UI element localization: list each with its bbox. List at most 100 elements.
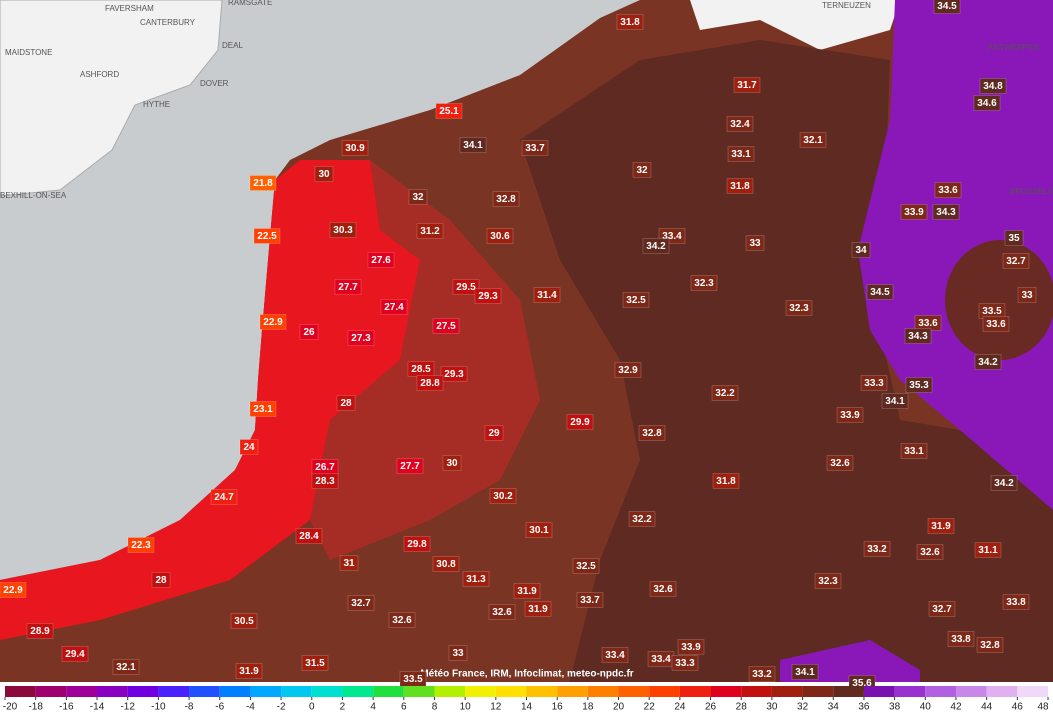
station-box — [347, 330, 375, 346]
station-box — [151, 572, 171, 588]
station-value: 31.2 — [420, 226, 440, 237]
station-value: 32.6 — [492, 607, 512, 618]
place-label: RAMSGATE — [228, 0, 272, 7]
station-box — [380, 299, 408, 315]
legend-segment — [771, 686, 803, 697]
legend-segment — [495, 686, 527, 697]
legend-segment — [281, 686, 312, 697]
station-box — [339, 555, 359, 571]
station-box — [712, 473, 740, 489]
place-label: FAVERSHAM — [105, 4, 154, 13]
station-box — [616, 14, 644, 30]
station-value: 32.4 — [730, 119, 750, 130]
legend-tick-label: 0 — [309, 702, 315, 713]
station-box — [726, 116, 754, 132]
legend-segment — [342, 686, 374, 697]
station-value: 26.7 — [315, 462, 335, 473]
legend-segment — [1017, 686, 1048, 697]
station-value: 32.3 — [789, 303, 809, 314]
station-value: 33.4 — [651, 654, 671, 665]
station-value: 32.5 — [576, 561, 596, 572]
station-value: 34 — [855, 245, 867, 256]
station-value: 29.8 — [407, 539, 427, 550]
station-box — [974, 354, 1002, 370]
station-box — [934, 182, 962, 198]
station-box — [230, 613, 258, 629]
station-value: 29.5 — [456, 282, 476, 293]
legend-segment — [465, 686, 496, 697]
station-value: 21.8 — [253, 178, 273, 189]
station-box — [677, 639, 705, 655]
station-box — [601, 647, 629, 663]
station-value: 28.3 — [315, 476, 335, 487]
station-value: 34.8 — [983, 81, 1003, 92]
station-value: 22.9 — [3, 585, 23, 596]
station-value: 33.2 — [752, 669, 772, 680]
legend-tick-label: 32 — [797, 702, 809, 713]
place-label: HYTHE — [143, 100, 170, 109]
station-value: 28 — [340, 398, 352, 409]
station-value: 30 — [446, 458, 458, 469]
legend-tick-label: 24 — [674, 702, 686, 713]
station-box — [628, 511, 656, 527]
station-box — [334, 279, 362, 295]
place-label: ANTWERPEN — [988, 43, 1039, 52]
station-box — [979, 78, 1007, 94]
legend-segment — [557, 686, 588, 697]
station-value: 31.4 — [537, 290, 557, 301]
station-value: 33.4 — [662, 231, 682, 242]
legend-tick-label: 26 — [705, 702, 717, 713]
legend-segment — [158, 686, 190, 697]
station-box — [239, 439, 259, 455]
station-box — [459, 137, 487, 153]
station-box — [638, 425, 666, 441]
station-box — [973, 95, 1001, 111]
station-value: 32.7 — [932, 604, 952, 615]
station-box — [249, 175, 277, 191]
legend-tick-label: 46 — [1012, 702, 1024, 713]
station-box — [727, 146, 755, 162]
station-box — [851, 242, 871, 258]
place-label: ASHFORD — [80, 70, 119, 79]
legend-segment — [710, 686, 742, 697]
station-value: 23.1 — [253, 404, 273, 415]
station-value: 22.5 — [257, 231, 277, 242]
legend-segment — [741, 686, 772, 697]
station-value: 31.8 — [716, 476, 736, 487]
station-value: 28.4 — [299, 531, 319, 542]
legend-tick-label: 2 — [340, 702, 346, 713]
legend-segment — [649, 686, 680, 697]
legend-segment — [587, 686, 619, 697]
place-label: TERNEUZEN — [822, 1, 871, 10]
station-box — [448, 645, 468, 661]
station-value: 32.6 — [653, 584, 673, 595]
station-box — [799, 132, 827, 148]
legend-tick-label: -2 — [277, 702, 286, 713]
station-box — [484, 425, 504, 441]
station-box — [649, 581, 677, 597]
place-label: DEAL — [222, 41, 243, 50]
station-box — [440, 366, 468, 382]
legend-segment — [434, 686, 466, 697]
station-value: 31.8 — [730, 181, 750, 192]
station-value: 32.6 — [830, 458, 850, 469]
station-box — [452, 279, 480, 295]
station-value: 26 — [303, 327, 315, 338]
legend-tick-label: 8 — [432, 702, 438, 713]
station-value: 24 — [243, 442, 255, 453]
station-box — [947, 631, 975, 647]
station-box — [982, 316, 1010, 332]
legend-tick-label: -8 — [185, 702, 194, 713]
station-value: 32.8 — [980, 640, 1000, 651]
station-box — [329, 222, 357, 238]
station-value: 28.5 — [411, 364, 431, 375]
legend-tick-label: -20 — [3, 702, 18, 713]
station-box — [614, 362, 642, 378]
station-value: 30.9 — [345, 143, 365, 154]
station-box — [866, 284, 894, 300]
station-value: 27.7 — [400, 461, 420, 472]
station-box — [642, 238, 670, 254]
station-value: 33.8 — [951, 634, 971, 645]
station-value: 31.5 — [305, 658, 325, 669]
station-box — [974, 542, 1002, 558]
